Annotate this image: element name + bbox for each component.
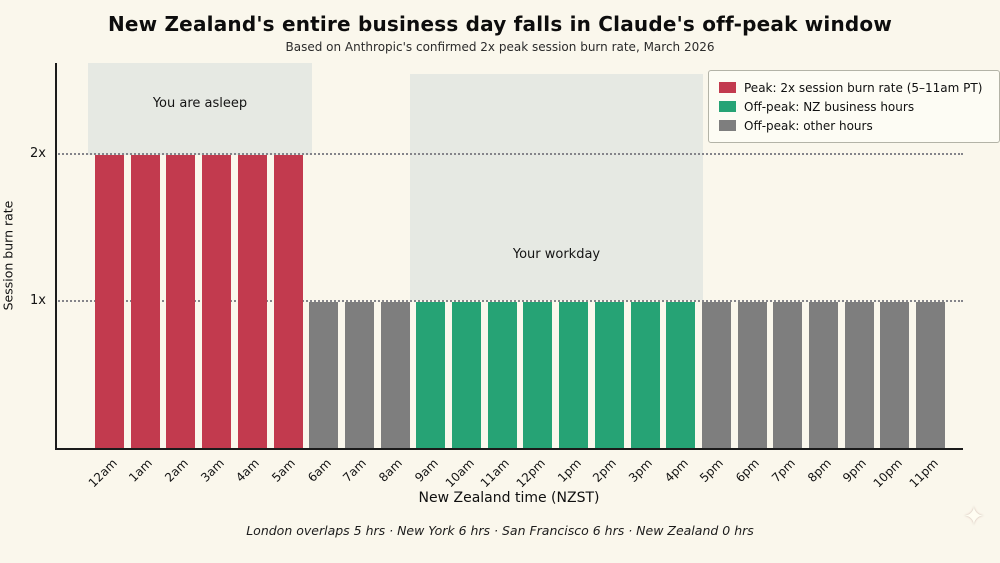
bar-12am xyxy=(95,155,124,449)
asleep-region: You are asleep xyxy=(88,63,312,155)
workday-region: Your workday xyxy=(410,74,703,300)
legend-item-peak: Peak: 2x session burn rate (5–11am PT) xyxy=(719,78,989,97)
legend-label-nz: Off-peak: NZ business hours xyxy=(744,99,915,114)
workday-region-label: Your workday xyxy=(512,247,601,262)
bar-9pm xyxy=(844,302,874,449)
legend-label-other: Off-peak: other hours xyxy=(744,118,873,133)
legend-swatch-other xyxy=(719,120,736,131)
legend-item-nz: Off-peak: NZ business hours xyxy=(719,97,989,116)
bar-10pm xyxy=(880,302,910,449)
bar-6pm xyxy=(737,302,767,449)
bar-8am xyxy=(380,302,410,449)
bar-5pm xyxy=(701,302,731,449)
legend-item-other: Off-peak: other hours xyxy=(719,116,989,135)
bar-1am xyxy=(130,155,160,449)
bar-6am xyxy=(309,302,339,449)
legend-swatch-peak xyxy=(719,82,736,93)
bar-12pm xyxy=(523,302,553,449)
bar-11pm xyxy=(916,302,946,449)
bar-7pm xyxy=(773,302,803,449)
x-axis-title: New Zealand time (NZST) xyxy=(418,490,600,506)
x-axis-line xyxy=(55,448,963,450)
gridline-2x xyxy=(55,153,963,155)
bar-7am xyxy=(344,302,374,449)
bar-9am xyxy=(416,302,446,449)
timezone-overlap-footer: London overlaps 5 hrs · New York 6 hrs ·… xyxy=(246,523,754,538)
bar-11am xyxy=(487,302,517,449)
bar-2pm xyxy=(594,302,624,449)
asleep-region-label: You are asleep xyxy=(152,96,248,111)
bar-3am xyxy=(202,155,232,449)
bar-1pm xyxy=(559,302,589,449)
gridline-1x xyxy=(55,300,963,302)
bar-3pm xyxy=(630,302,660,449)
bar-4pm xyxy=(666,302,696,449)
bar-8pm xyxy=(809,302,838,449)
chart-title: New Zealand's entire business day falls … xyxy=(107,12,893,36)
legend-swatch-nz xyxy=(719,101,736,112)
sparkle-icon: ✦ xyxy=(963,502,985,532)
legend: Peak: 2x session burn rate (5–11am PT) Of… xyxy=(708,70,1000,143)
bar-10am xyxy=(452,302,481,449)
plot-area: You are asleep Your workday xyxy=(55,63,963,450)
bar-4am xyxy=(237,155,267,449)
chart-subtitle: Based on Anthropic's confirmed 2x peak s… xyxy=(285,40,715,54)
y-axis-line xyxy=(55,63,57,449)
legend-label-peak: Peak: 2x session burn rate (5–11am PT) xyxy=(744,80,983,95)
bar-5am xyxy=(273,155,303,449)
y-tick-2x: 2x xyxy=(30,146,46,161)
y-tick-1x: 1x xyxy=(30,293,46,308)
bar-2am xyxy=(166,155,196,449)
